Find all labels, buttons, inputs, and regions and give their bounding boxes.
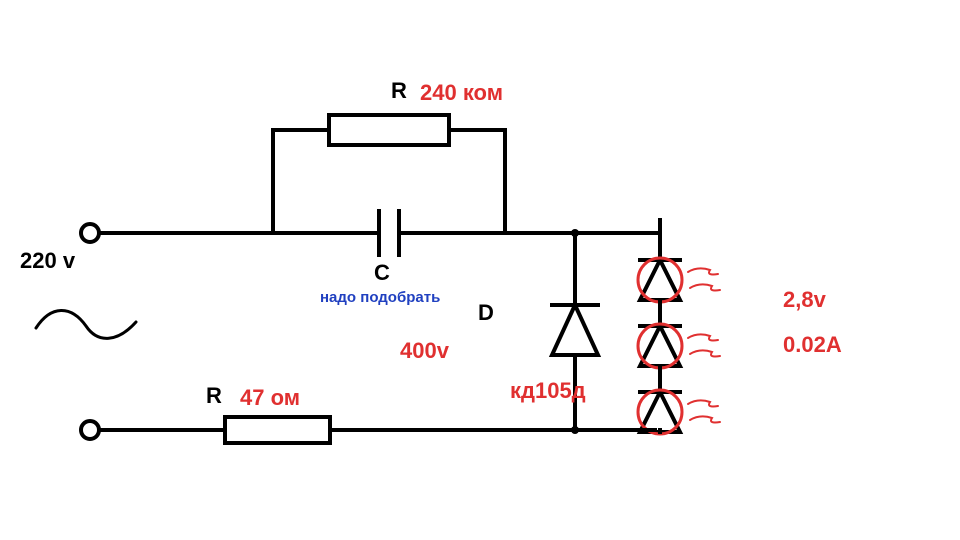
label-R-bot: R <box>206 383 222 408</box>
ac-source-icon <box>36 310 136 338</box>
resistor-top <box>329 115 449 145</box>
label-input-v: 220 v <box>20 248 76 273</box>
terminal-input-bot <box>81 421 99 439</box>
junction-dot <box>571 426 579 434</box>
terminal-input-top <box>81 224 99 242</box>
led-glow-icon <box>688 334 718 340</box>
led-3 <box>640 392 680 432</box>
label-R-top: R <box>391 78 407 103</box>
label-D-v: 400v <box>400 338 450 363</box>
label-D-part: кд105д <box>510 378 586 403</box>
junction-dot <box>571 229 579 237</box>
led-ring-3 <box>638 390 682 434</box>
diode <box>552 305 598 355</box>
led-ring-1 <box>638 258 682 302</box>
led-1 <box>640 260 680 300</box>
led-glow-icon <box>690 350 720 356</box>
label-R-top-val: 240 ком <box>420 80 503 105</box>
label-R-bot-val: 47 ом <box>240 385 300 410</box>
resistor-bottom <box>225 417 330 443</box>
led-ring-2 <box>638 324 682 368</box>
led-2 <box>640 326 680 366</box>
led-glow-icon <box>690 284 720 290</box>
label-led-i: 0.02A <box>783 332 842 357</box>
led-glow-icon <box>690 416 720 422</box>
label-D: D <box>478 300 494 325</box>
label-C-note: надо подобрать <box>320 289 440 306</box>
led-glow-icon <box>688 268 718 274</box>
label-led-v: 2,8v <box>783 287 827 312</box>
led-glow-icon <box>688 400 718 406</box>
label-C: C <box>374 260 390 285</box>
